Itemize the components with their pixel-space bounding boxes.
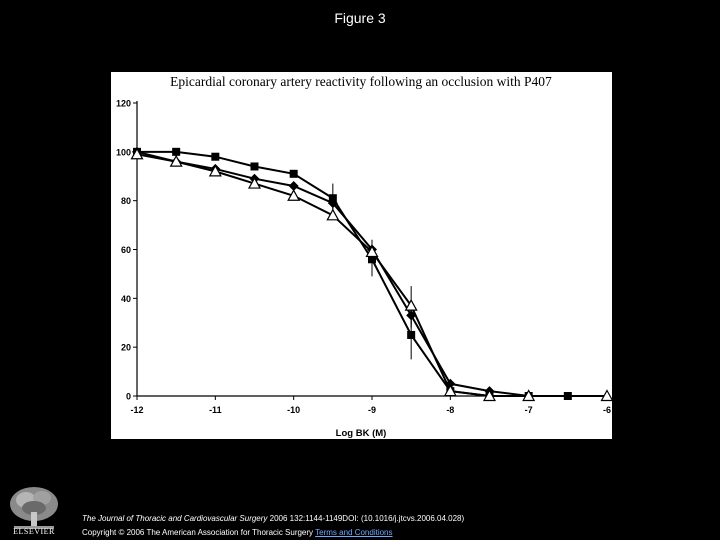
y-tick-label: 100: [116, 147, 131, 157]
y-tick-label: 80: [121, 196, 131, 206]
y-tick-label: 0: [126, 392, 131, 402]
data-point-square: [211, 152, 220, 161]
x-tick-label: -6: [603, 405, 611, 415]
elsevier-tree-logo: [6, 484, 62, 532]
data-point-triangle: [522, 389, 536, 402]
y-tick-label: 20: [121, 343, 131, 353]
data-point-square: [250, 162, 259, 171]
data-point-triangle: [208, 164, 222, 177]
figure-title: Figure 3: [334, 10, 386, 26]
data-point-triangle: [247, 176, 262, 189]
data-point-triangle: [130, 147, 144, 160]
data-point-diamond: [327, 198, 338, 209]
series-line-triangle-open: [136, 153, 607, 397]
data-point-square: [289, 169, 298, 178]
y-tick-label: 60: [121, 245, 131, 255]
data-point-square: [407, 330, 416, 339]
data-point-diamond: [288, 181, 299, 192]
x-tick-label: -12: [130, 405, 143, 415]
chart-title: Epicardial coronary artery reactivity fo…: [170, 74, 552, 89]
data-point-triangle: [169, 154, 183, 167]
data-point-triangle: [287, 189, 301, 201]
series-line-square: [137, 150, 568, 397]
data-point-triangle: [365, 245, 379, 258]
elsevier-logo-text: ELSEVIER: [13, 527, 55, 536]
copyright-text: Copyright © 2006 The American Associatio…: [82, 528, 316, 537]
y-tick-label: 40: [121, 294, 131, 304]
data-point-triangle: [404, 298, 418, 311]
chart-panel: Epicardial coronary artery reactivity fo…: [111, 72, 612, 439]
x-tick-label: -9: [368, 405, 376, 415]
x-tick-label: -11: [209, 405, 222, 415]
copyright-line: Copyright © 2006 The American Associatio…: [82, 528, 393, 537]
citation-details: 2006 132:1144-1149DOI: (10.1016/j.jtcvs.…: [267, 514, 465, 523]
citation-line: The Journal of Thoracic and Cardiovascul…: [82, 514, 464, 523]
data-point-triangle: [482, 389, 497, 402]
x-tick-label: -8: [446, 405, 454, 415]
x-tick-label: -10: [287, 405, 300, 415]
data-point-triangle: [326, 208, 340, 221]
data-point-square: [172, 147, 181, 156]
data-point-triangle: [443, 384, 457, 397]
y-tick-label: 120: [116, 99, 131, 109]
data-point-triangle: [600, 389, 612, 402]
chart-svg: Epicardial coronary artery reactivity fo…: [116, 74, 612, 439]
x-axis-label: Log BK (M): [336, 428, 387, 439]
x-tick-label: -7: [525, 405, 533, 415]
journal-name: The Journal of Thoracic and Cardiovascul…: [82, 514, 268, 523]
terms-and-conditions-link[interactable]: Terms and Conditions: [315, 528, 393, 537]
